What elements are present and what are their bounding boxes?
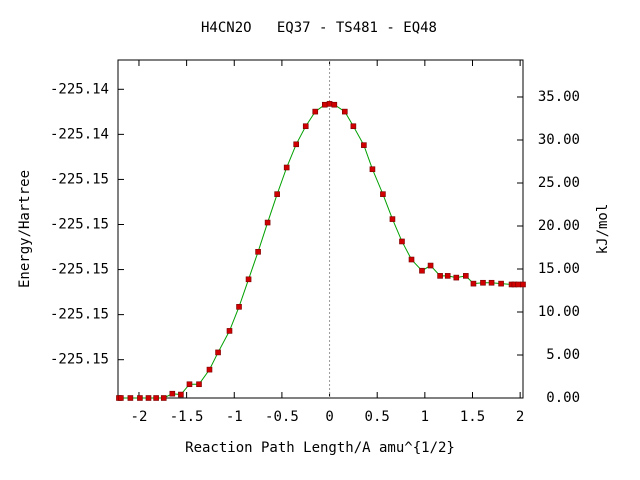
y2-tick-label: 10.00 <box>538 304 580 320</box>
point-marker <box>427 262 434 269</box>
point-marker <box>137 395 143 401</box>
x-tick-label: 2 <box>516 409 524 425</box>
point-marker <box>153 395 159 401</box>
y2-tick-label: 20.00 <box>538 218 580 234</box>
y-axis-label: Energy/Hartree <box>17 170 33 288</box>
y-tick-label: -225.15 <box>50 307 109 323</box>
point-marker <box>226 328 233 334</box>
point-marker <box>321 101 328 108</box>
x-tick-label: 0.5 <box>365 409 390 425</box>
point-marker <box>408 256 415 263</box>
x-tick-label: 1.5 <box>460 409 485 425</box>
y-tick-label: -225.14 <box>50 126 109 142</box>
point-marker <box>264 219 271 226</box>
x-tick-label: 1 <box>421 409 429 425</box>
point-marker <box>470 280 477 287</box>
point-marker <box>160 395 167 401</box>
point-marker <box>498 280 504 287</box>
point-marker <box>380 191 386 197</box>
point-marker <box>419 267 425 274</box>
x-tick-label: 0 <box>325 409 333 425</box>
y2-tick-label: 35.00 <box>538 89 580 105</box>
point-marker <box>178 391 184 398</box>
y-tick-label: -225.15 <box>50 352 109 368</box>
point-marker <box>206 366 213 373</box>
y-tick-label: -225.14 <box>50 81 109 97</box>
point-marker <box>369 166 376 173</box>
point-marker <box>312 108 319 115</box>
point-marker <box>399 238 405 245</box>
point-marker <box>169 390 176 397</box>
y2-tick-label: 5.00 <box>546 347 580 363</box>
y-tick-label: -225.15 <box>50 171 109 187</box>
point-marker <box>453 274 460 281</box>
x-tick-label: -2 <box>131 409 148 425</box>
point-marker <box>255 248 261 255</box>
x-tick-label: -1.5 <box>170 409 204 425</box>
point-marker <box>245 276 252 283</box>
chart-title: H4CN2O EQ37 - TS481 - EQ48 <box>201 20 437 36</box>
point-marker <box>437 273 443 279</box>
point-marker <box>350 123 357 130</box>
y-tick-label: -225.15 <box>50 216 109 232</box>
point-marker <box>127 395 134 401</box>
y2-tick-label: 15.00 <box>538 261 580 277</box>
point-marker <box>186 381 193 388</box>
point-marker <box>196 381 202 388</box>
y2-tick-label: 30.00 <box>538 132 580 148</box>
point-marker <box>215 349 221 356</box>
point-marker <box>326 101 333 107</box>
y-tick-label: -225.15 <box>50 262 109 278</box>
point-marker <box>515 281 522 288</box>
point-marker <box>488 279 495 286</box>
x-axis-label: Reaction Path Length/A amu^{1/2} <box>185 440 455 456</box>
x-tick-label: -1 <box>226 409 243 425</box>
point-marker <box>480 279 486 286</box>
point-marker <box>302 123 309 130</box>
y2-axis-label: kJ/mol <box>595 204 611 255</box>
point-marker <box>283 164 290 171</box>
energy-line <box>118 103 523 399</box>
point-marker <box>118 395 124 401</box>
point-marker <box>361 142 367 148</box>
point-marker <box>236 304 242 310</box>
x-tick-label: -0.5 <box>265 409 299 425</box>
plot-frame <box>117 59 524 399</box>
point-marker <box>145 395 152 401</box>
point-marker <box>444 273 451 279</box>
point-marker <box>293 141 300 148</box>
point-marker <box>341 108 348 115</box>
point-marker <box>463 273 469 279</box>
point-marker <box>274 191 280 197</box>
point-marker <box>331 101 338 108</box>
y2-tick-label: 25.00 <box>538 175 580 191</box>
point-marker <box>520 281 526 288</box>
y2-tick-label: 0.00 <box>546 390 580 406</box>
point-marker <box>389 216 396 222</box>
